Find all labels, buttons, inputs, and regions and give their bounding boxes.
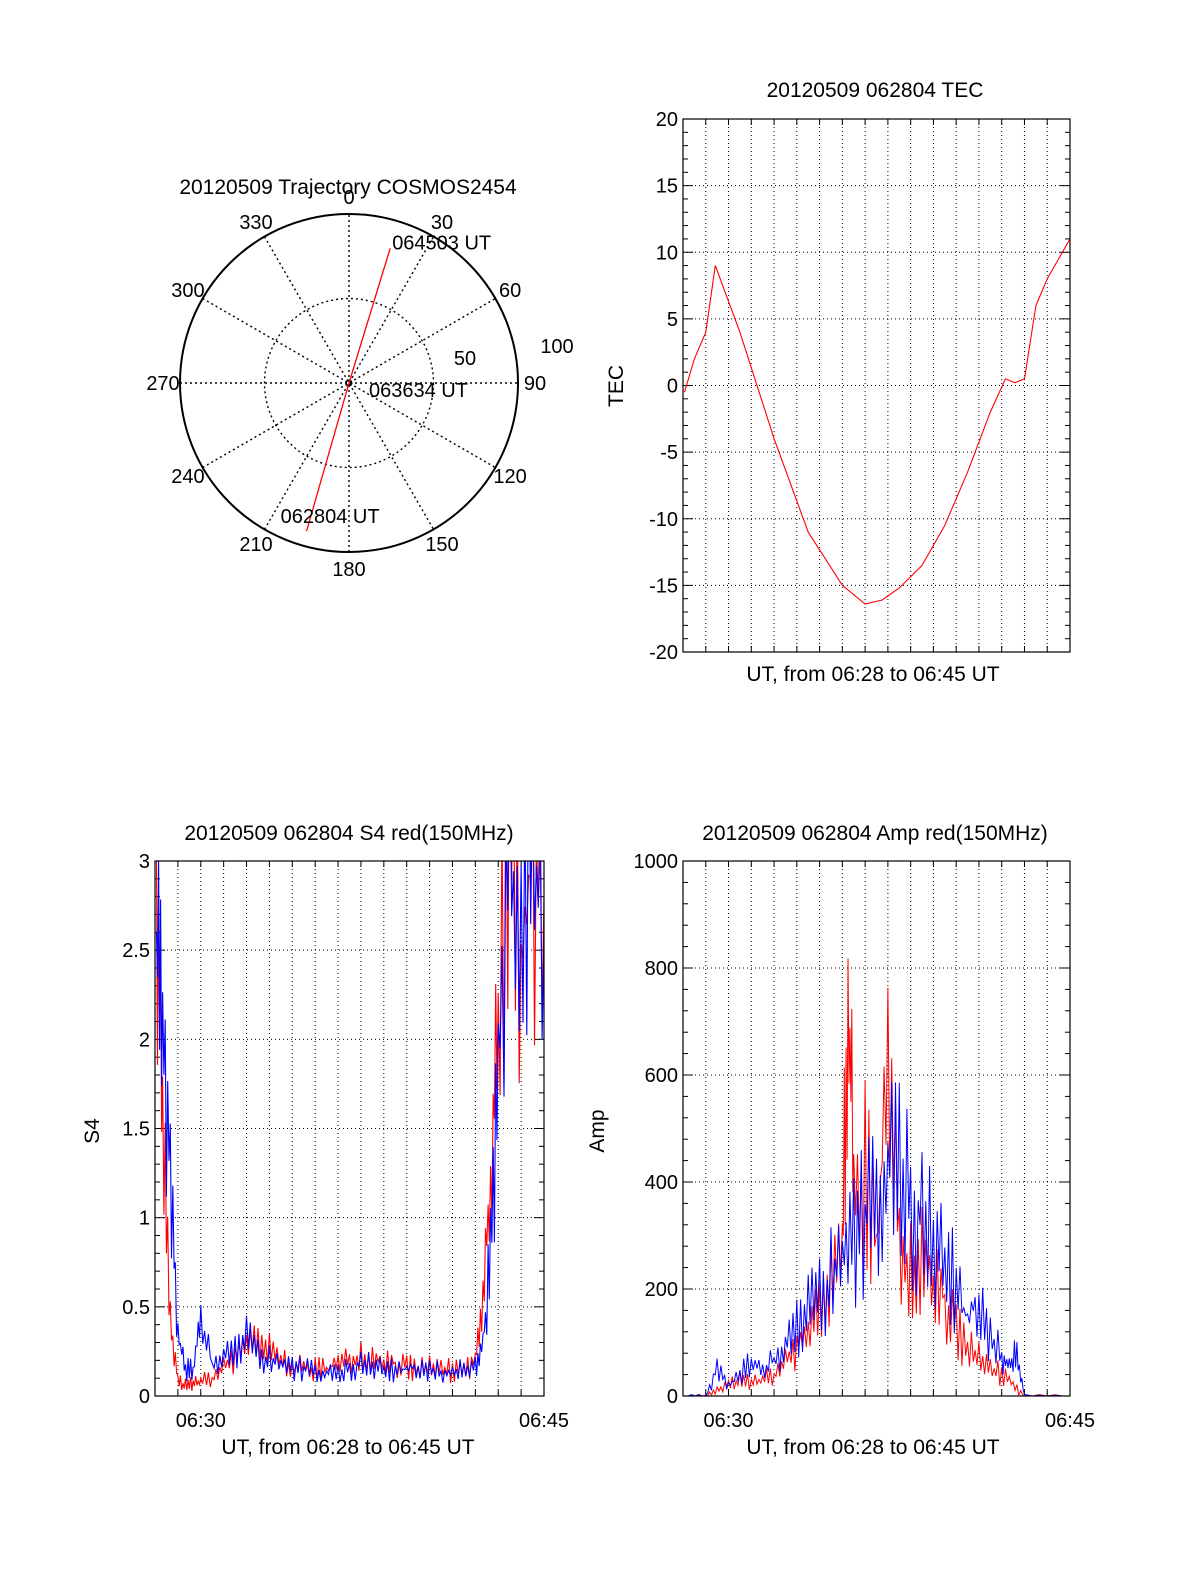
polar-angle-labels: 0 30 60 90 120 150 180 210 240 270 300 330 <box>146 187 546 581</box>
series-line-red <box>155 861 544 1391</box>
x-tick-label: 06:30 <box>703 1410 753 1432</box>
polar-radial-label: 100 <box>540 336 573 358</box>
polar-angle-label: 180 <box>332 559 365 581</box>
polar-title: 20120509 Trajectory COSMOS2454 <box>179 176 517 199</box>
polar-radial-labels: 50 100 <box>454 336 574 370</box>
y-tick-label: -20 <box>649 642 678 664</box>
polar-spoke <box>263 236 435 530</box>
y-tick-label: 800 <box>645 958 678 980</box>
y-tick-label: 15 <box>656 176 678 198</box>
y-tick-label: 400 <box>645 1172 678 1194</box>
y-tick-label: 1 <box>139 1208 150 1230</box>
trajectory-time-label: 063634 UT <box>369 380 468 402</box>
y-tick-label: 5 <box>667 309 678 331</box>
y-tick-label: -15 <box>649 575 678 597</box>
y-tick-label: -5 <box>660 442 678 464</box>
trajectory-time-label: 064503 UT <box>392 232 491 254</box>
y-tick-label: 1.5 <box>122 1119 150 1141</box>
amp-title: 20120509 062804 Amp red(150MHz) <box>702 822 1048 845</box>
s4-plot-area: 0 0.5 1 1.5 2 2.5 3 06:30 06:45 <box>122 851 569 1432</box>
x-tick-label: 06:30 <box>176 1410 226 1432</box>
series-line-red <box>683 238 1070 605</box>
tec-plot-area: -20 -15 -10 -5 0 5 10 15 20 <box>649 109 1071 664</box>
polar-angle-label: 150 <box>425 534 458 556</box>
y-tick-label: 2.5 <box>122 940 150 962</box>
y-tick-label: 0 <box>139 1386 150 1408</box>
polar-spoke <box>202 297 496 469</box>
plot-frame <box>682 860 1071 1397</box>
s4-title: 20120509 062804 S4 red(150MHz) <box>184 822 513 845</box>
polar-angle-label: 300 <box>171 280 204 302</box>
series-group <box>683 238 1070 605</box>
series-line-blue <box>684 1081 1070 1396</box>
x-tick-label: 06:45 <box>1045 1410 1095 1432</box>
tec-line-chart: 20120509 062804 TEC UT, from 06:28 to 06… <box>605 79 1071 686</box>
plot-frame <box>682 118 1071 653</box>
amp-plot-area: 0 200 400 600 800 1000 06:30 06:45 <box>634 851 1096 1432</box>
series-group <box>155 861 544 1391</box>
y-tick-label: -10 <box>649 509 678 531</box>
polar-radial-label: 50 <box>454 348 476 370</box>
polar-grid <box>179 213 519 553</box>
y-tick-label: 1000 <box>634 851 679 873</box>
series-group <box>684 958 1070 1396</box>
polar-angle-label: 120 <box>493 466 526 488</box>
y-tick-label: 600 <box>645 1065 678 1087</box>
y-tick-label: 2 <box>139 1029 150 1051</box>
y-tick-label: 3 <box>139 851 150 873</box>
y-tick-label: 20 <box>656 109 678 131</box>
polar-inner-circle <box>263 297 435 469</box>
tec-xlabel: UT, from 06:28 to 06:45 UT <box>746 663 999 686</box>
polar-spoke <box>263 236 435 530</box>
plot-frame <box>154 860 545 1397</box>
polar-angle-label: 330 <box>239 212 272 234</box>
y-tick-label: 0 <box>667 376 678 398</box>
s4-xlabel: UT, from 06:28 to 06:45 UT <box>221 1436 474 1459</box>
polar-angle-label: 90 <box>524 373 546 395</box>
polar-angle-label: 30 <box>431 212 453 234</box>
polar-angle-label: 270 <box>146 373 179 395</box>
tec-ylabel: TEC <box>605 365 628 407</box>
y-tick-label: 0 <box>667 1386 678 1408</box>
series-line-blue <box>155 861 544 1383</box>
trajectory-line <box>305 248 391 532</box>
polar-angle-label: 0 <box>343 187 354 209</box>
trajectory-time-label: 062804 UT <box>281 506 380 528</box>
y-tick-label: 0.5 <box>122 1297 150 1319</box>
polar-angle-label: 60 <box>499 280 521 302</box>
tec-title: 20120509 062804 TEC <box>767 79 984 102</box>
s4-ylabel: S4 <box>81 1118 104 1144</box>
x-tick-label: 06:45 <box>519 1410 569 1432</box>
y-tick-label: 10 <box>656 242 678 264</box>
trajectory-polar-chart: 20120509 Trajectory COSMOS2454 0 30 60 90 12… <box>146 176 573 581</box>
polar-angle-label: 240 <box>171 466 204 488</box>
amp-line-chart: 20120509 062804 Amp red(150MHz) UT, from… <box>586 822 1095 1459</box>
amp-xlabel: UT, from 06:28 to 06:45 UT <box>746 1436 999 1459</box>
y-tick-label: 200 <box>645 1279 678 1301</box>
polar-angle-label: 210 <box>239 534 272 556</box>
s4-line-chart: 20120509 062804 S4 red(150MHz) UT, from … <box>81 822 569 1459</box>
polar-trajectory: 062804 UT 063634 UT 064503 UT <box>281 232 491 532</box>
amp-ylabel: Amp <box>586 1109 609 1152</box>
polar-spoke <box>202 297 496 469</box>
